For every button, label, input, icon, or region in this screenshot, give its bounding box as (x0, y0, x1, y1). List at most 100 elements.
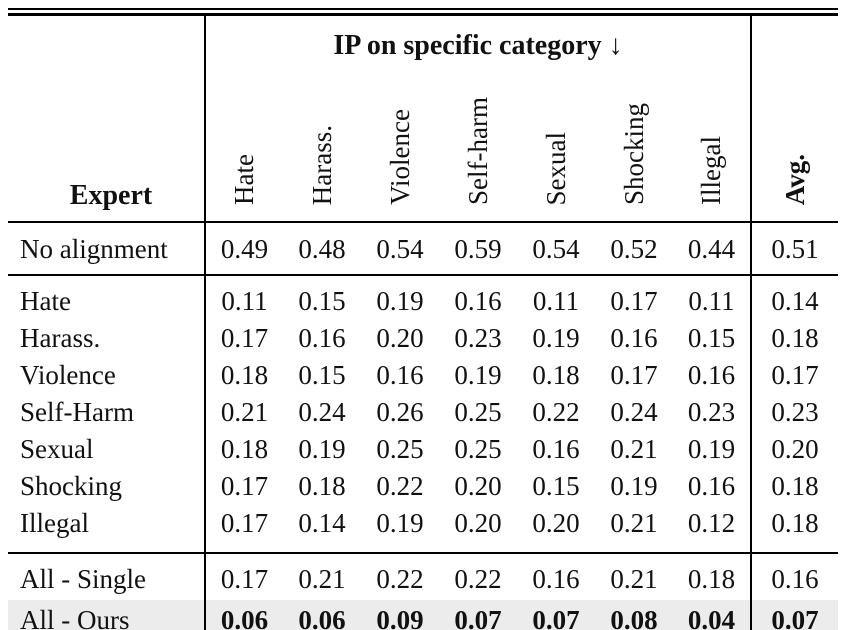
data-cell: 0.19 (687, 434, 736, 464)
avg-spacer (750, 16, 839, 71)
results-table: IP on specific category ↓ Expert Hate Ha… (8, 16, 839, 630)
group-header-row: IP on specific category ↓ (8, 16, 839, 71)
data-cell: 0.20 (532, 508, 580, 538)
data-cell: 0.52 (610, 234, 658, 264)
data-cell: 0.18 (204, 431, 283, 468)
data-cell: 0.21 (610, 508, 658, 538)
data-cell: 0.21 (610, 434, 658, 464)
data-cell: 0.19 (298, 434, 346, 464)
avg-cell: 0.07 (750, 600, 839, 630)
avg-cell: 0.51 (750, 222, 839, 275)
data-cell: 0.49 (204, 222, 283, 275)
data-cell: 0.25 (454, 434, 502, 464)
group-header: IP on specific category ↓ (203, 16, 752, 71)
corner-header: Expert (8, 71, 205, 223)
row-label: No alignment (20, 234, 168, 264)
data-cell: 0.24 (298, 397, 346, 427)
row-label: Harass. (20, 323, 101, 353)
data-cell: 0.15 (298, 360, 346, 390)
data-cell: 0.11 (204, 274, 283, 320)
data-cell: 0.23 (454, 323, 502, 353)
avg-cell: 0.16 (750, 552, 839, 600)
data-cell: 0.48 (298, 234, 346, 264)
data-cell: 0.18 (532, 360, 580, 390)
column-header-label: Shocking (618, 102, 649, 205)
data-cell: 0.21 (204, 394, 283, 431)
data-cell: 0.16 (532, 434, 580, 464)
column-header-label: Self-harm (462, 97, 493, 205)
column-header-label: Illegal (696, 136, 726, 205)
data-cell: 0.17 (204, 552, 283, 600)
data-cell: 0.18 (204, 357, 283, 394)
column-header-label: Harass. (306, 124, 337, 205)
data-cell: 0.44 (687, 234, 736, 264)
data-cell: 0.19 (532, 323, 580, 353)
data-cell: 0.24 (610, 397, 658, 427)
data-cell: 0.59 (454, 234, 502, 264)
data-cell: 0.19 (454, 360, 502, 390)
data-cell: 0.18 (298, 471, 346, 501)
data-cell: 0.15 (283, 274, 361, 320)
table-row-harass: Harass. 0.17 0.16 0.20 0.23 0.19 0.16 0.… (8, 320, 839, 357)
row-label: Illegal (20, 508, 89, 538)
row-label: Hate (8, 274, 205, 320)
data-cell: 0.20 (454, 471, 502, 501)
row-label: Self-Harm (20, 397, 134, 427)
column-header: Self-harm (439, 71, 517, 223)
data-cell: 0.17 (595, 274, 673, 320)
data-cell: 0.15 (532, 471, 580, 501)
column-header: Hate (204, 71, 283, 223)
data-cell: 0.08 (595, 600, 673, 630)
data-cell: 0.20 (376, 323, 424, 353)
table-row-all-single: All - Single 0.17 0.21 0.22 0.22 0.16 0.… (8, 552, 839, 600)
column-header: Shocking (595, 71, 673, 223)
data-cell: 0.16 (687, 471, 736, 501)
data-cell: 0.16 (439, 274, 517, 320)
data-cell: 0.19 (376, 508, 424, 538)
row-label: All - Ours (8, 600, 205, 630)
data-cell: 0.16 (687, 360, 736, 390)
column-header-label: Violence (384, 109, 415, 205)
column-header-label: Sexual (540, 131, 571, 206)
avg-cell: 0.14 (750, 274, 839, 320)
table-row-no-alignment: No alignment 0.49 0.48 0.54 0.59 0.54 0.… (8, 222, 839, 275)
avg-column-header-label: Avg. (779, 153, 810, 205)
data-cell: 0.12 (687, 508, 736, 538)
data-cell: 0.54 (376, 234, 424, 264)
data-cell: 0.18 (673, 552, 752, 600)
data-cell: 0.04 (673, 600, 752, 630)
data-cell: 0.21 (595, 552, 673, 600)
avg-cell: 0.18 (750, 468, 839, 505)
data-cell: 0.09 (361, 600, 439, 630)
data-cell: 0.19 (361, 274, 439, 320)
data-cell: 0.16 (610, 323, 658, 353)
avg-column-header: Avg. (750, 71, 839, 223)
table-row-sexual: Sexual 0.18 0.19 0.25 0.25 0.16 0.21 0.1… (8, 431, 839, 468)
data-cell: 0.07 (517, 600, 595, 630)
table-row-self-harm: Self-Harm 0.21 0.24 0.26 0.25 0.22 0.24 … (8, 394, 839, 431)
avg-cell: 0.18 (750, 505, 839, 553)
corner-spacer (8, 16, 205, 71)
top-rule (8, 8, 838, 16)
paper-table-figure: IP on specific category ↓ Expert Hate Ha… (8, 8, 839, 630)
data-cell: 0.11 (673, 274, 752, 320)
data-cell: 0.54 (532, 234, 580, 264)
data-cell: 0.25 (376, 434, 424, 464)
data-cell: 0.16 (376, 360, 424, 390)
data-cell: 0.17 (204, 505, 283, 553)
data-cell: 0.06 (283, 600, 361, 630)
avg-cell: 0.20 (750, 431, 839, 468)
data-cell: 0.11 (517, 274, 595, 320)
column-header: Harass. (283, 71, 361, 223)
data-cell: 0.19 (610, 471, 658, 501)
data-cell: 0.22 (361, 552, 439, 600)
data-cell: 0.23 (687, 397, 736, 427)
data-cell: 0.16 (298, 323, 346, 353)
data-cell: 0.17 (204, 320, 283, 357)
column-header-row: Expert Hate Harass. Violence Self-harm S… (8, 71, 839, 223)
row-label: All - Single (8, 552, 205, 600)
data-cell: 0.17 (610, 360, 658, 390)
avg-cell: 0.18 (750, 320, 839, 357)
data-cell: 0.22 (532, 397, 580, 427)
row-label: Sexual (20, 434, 94, 464)
